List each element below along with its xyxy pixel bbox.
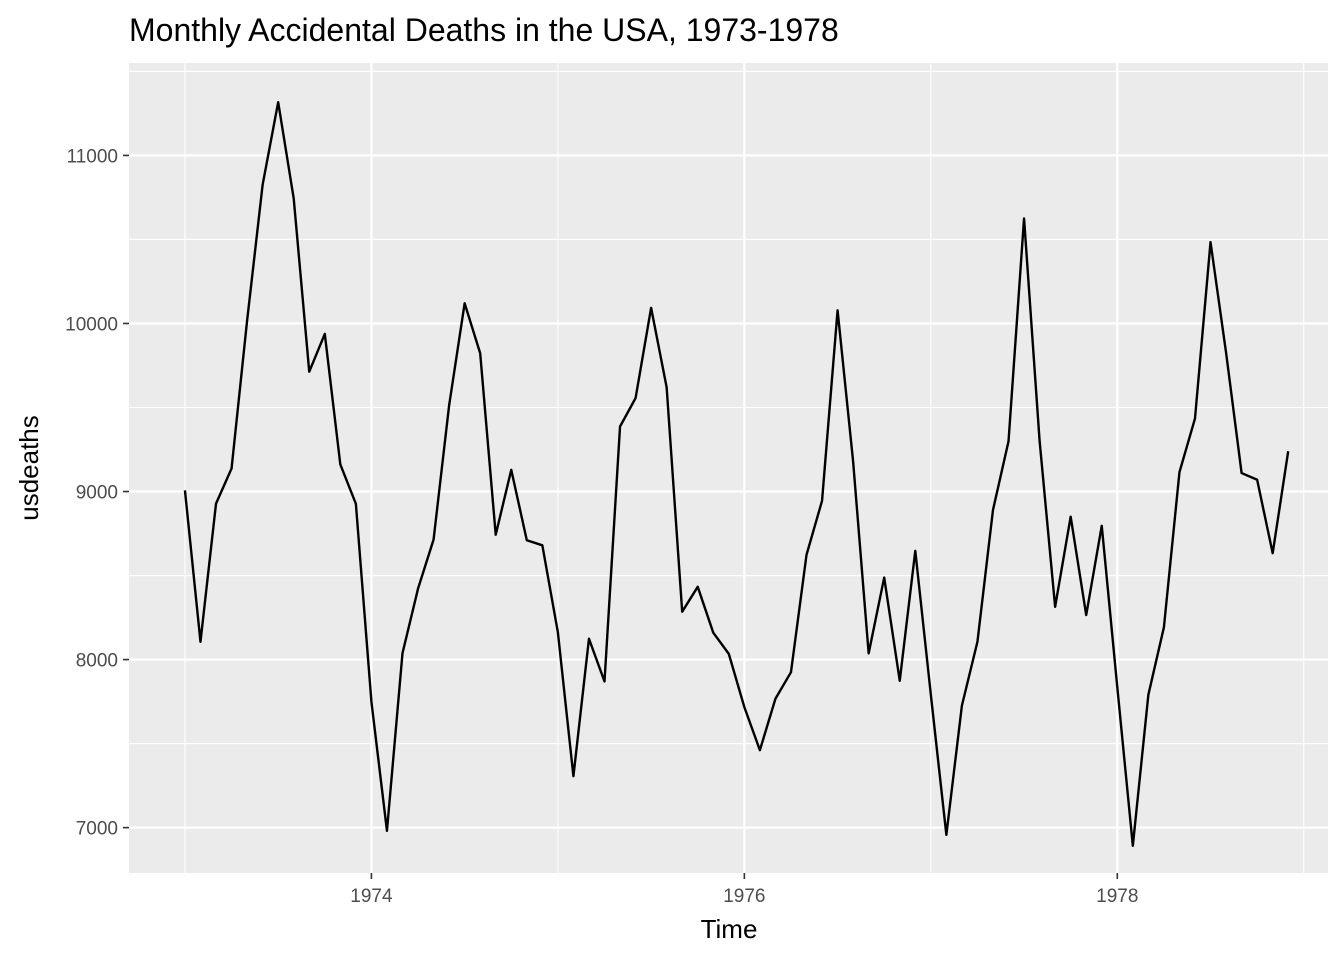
y-tick-label: 11000 [67,146,118,167]
series-line [183,100,1290,847]
x-tick-label: 1978 [1096,886,1138,907]
chart-title: Monthly Accidental Deaths in the USA, 19… [129,12,839,48]
y-tick-label: 8000 [76,651,118,672]
plot-panel [129,63,1328,873]
x-tick-label: 1974 [350,886,393,907]
y-tick-label: 10000 [65,314,118,335]
y-axis-title: usdeaths [14,415,44,521]
y-tick-label: 7000 [76,819,118,840]
major-gridlines [129,63,1328,873]
x-axis-title: Time [701,914,758,944]
x-tick-label: 1976 [723,886,765,907]
minor-gridlines [129,63,1328,873]
y-axis: 7000 8000 9000 10000 11000 [65,146,129,840]
x-axis: 1974 1976 1978 [350,873,1138,907]
y-tick-label: 9000 [76,483,118,504]
